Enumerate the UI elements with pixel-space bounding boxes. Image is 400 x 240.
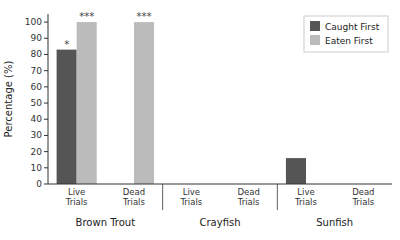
bars <box>57 22 306 184</box>
group-label: Brown Trout <box>76 217 136 228</box>
x-tick-label: LiveTrials <box>294 187 317 207</box>
y-tick-label: 10 <box>31 163 43 173</box>
y-tick <box>44 119 48 120</box>
group-label: Crayfish <box>200 217 241 228</box>
bar <box>57 50 77 184</box>
y-tick-label: 40 <box>31 114 43 124</box>
group-separator <box>277 184 278 210</box>
y-tick <box>44 86 48 87</box>
y-tick-label: 90 <box>31 33 43 43</box>
y-tick-label: 0 <box>36 179 42 189</box>
y-tick-label: 80 <box>31 49 43 59</box>
annotation: * <box>64 39 69 50</box>
y-tick <box>44 135 48 136</box>
legend-label: Caught First <box>325 22 380 32</box>
y-axis-label: Percentage (%) <box>3 61 14 138</box>
x-tick-label: DeadTrials <box>237 187 260 207</box>
y-axis <box>48 14 49 184</box>
y-tick <box>44 167 48 168</box>
y-tick <box>44 103 48 104</box>
y-tick-label: 50 <box>31 98 43 108</box>
legend-label: Eaten First <box>325 36 373 46</box>
annotation: *** <box>137 11 152 22</box>
y-tick <box>44 151 48 152</box>
bar <box>134 22 154 184</box>
y-tick-label: 70 <box>31 66 43 76</box>
x-tick-label: DeadTrials <box>351 187 374 207</box>
y-tick-label: 30 <box>31 130 43 140</box>
y-tick <box>44 54 48 55</box>
y-tick-label: 60 <box>31 82 43 92</box>
legend-box <box>304 16 388 52</box>
bar <box>77 22 97 184</box>
legend-swatch <box>310 35 320 45</box>
y-tick <box>44 70 48 71</box>
group-separator <box>162 184 163 210</box>
chart: *******0102030405060708090100Percentage … <box>0 0 400 240</box>
y-tick <box>44 184 48 185</box>
y-tick-label: 100 <box>25 17 42 27</box>
y-tick <box>44 38 48 39</box>
x-tick-label: DeadTrials <box>122 187 145 207</box>
annotation: *** <box>79 11 94 22</box>
y-tick <box>44 22 48 23</box>
legend: Caught First Eaten First <box>304 16 388 52</box>
group-label: Sunfish <box>316 217 353 228</box>
x-tick-label: LiveTrials <box>179 187 202 207</box>
x-tick-label: LiveTrials <box>65 187 88 207</box>
legend-swatch <box>310 21 320 31</box>
y-tick-label: 20 <box>31 147 43 157</box>
bar <box>286 158 306 184</box>
x-axis <box>48 184 392 185</box>
